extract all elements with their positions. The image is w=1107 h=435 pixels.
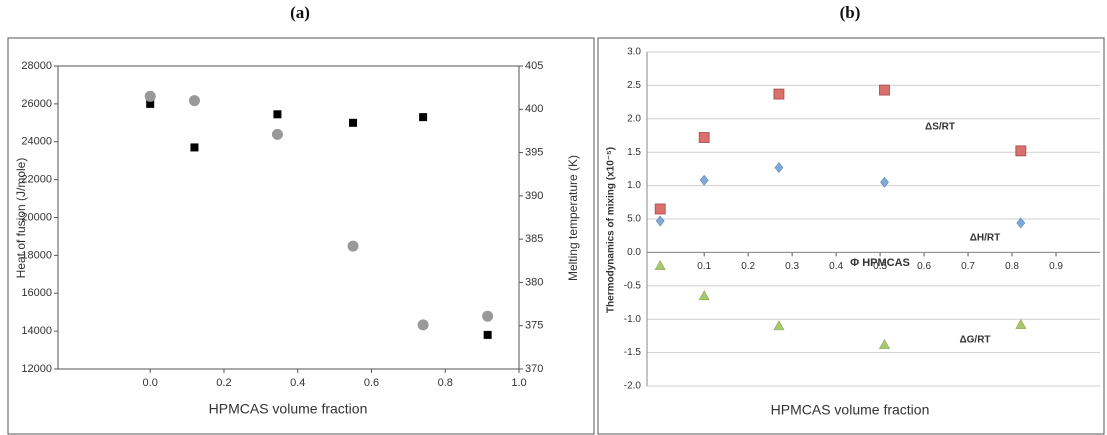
plot-frame [57, 65, 520, 370]
y-tick-label: 18000 [21, 249, 52, 261]
y-tick-label: 5.0 [627, 214, 641, 225]
marker [419, 113, 428, 122]
x-tick-label: 0.9 [1049, 261, 1063, 272]
x-tick-label: 0.6 [364, 377, 379, 389]
x-axis-label: HPMCAS volume fraction [771, 402, 930, 418]
series-label: ΔG/RT [959, 335, 990, 346]
x-tick-label: 0.8 [438, 377, 453, 389]
x-tick-label: 0.5 [873, 261, 887, 272]
panel-frame [597, 37, 1105, 435]
marker [188, 95, 200, 107]
y-axis-label: Thermodynamics of mixing (x10⁻⁵) [606, 147, 617, 313]
marker [773, 88, 785, 100]
series-label: ΔH/RT [970, 233, 1001, 244]
panel-title: (a) [290, 3, 310, 22]
y-tick-label: 28000 [21, 60, 52, 72]
marker [654, 203, 666, 215]
marker [654, 260, 666, 271]
marker [699, 174, 709, 186]
marker [271, 128, 283, 140]
marker [349, 118, 358, 127]
panel-frame [7, 37, 595, 435]
x-tick-label: 0.4 [829, 261, 843, 272]
y2-tick-label: 400 [525, 103, 543, 115]
y-tick-label: 16000 [21, 287, 52, 299]
x-tick-label: 0.1 [697, 261, 711, 272]
marker [880, 176, 889, 188]
y-tick-label: -0.5 [624, 280, 642, 291]
y-tick-label: -1.0 [624, 314, 642, 325]
marker [878, 338, 891, 349]
x-tick-label: 1.0 [511, 377, 526, 389]
x-tick-label: 0.2 [216, 377, 231, 389]
y-tick-label: 14000 [21, 325, 52, 337]
y2-tick-label: 385 [525, 233, 543, 245]
x-tick-label: 0.4 [290, 377, 305, 389]
marker [1015, 145, 1027, 157]
x-tick-label: 0.2 [741, 261, 755, 272]
y2-tick-label: 375 [525, 320, 543, 332]
marker [146, 99, 155, 108]
marker [144, 90, 156, 102]
y2-tick-label: 405 [525, 60, 543, 72]
y2-axis-label: Melting temperature (K) [566, 155, 580, 281]
x-tick-label: 0.3 [785, 261, 799, 272]
y-tick-label: 2.0 [627, 113, 641, 124]
panel-title: (b) [840, 3, 861, 22]
marker [879, 84, 890, 96]
y-tick-label: 2.5 [627, 80, 641, 91]
x-tick-label: 0.7 [961, 261, 975, 272]
marker [698, 290, 710, 301]
y-tick-label: 22000 [21, 174, 52, 186]
y-axis-label: Heat of fusion (J/mole) [14, 158, 28, 279]
marker [483, 330, 492, 339]
y2-tick-label: 395 [525, 146, 543, 158]
y-tick-label: 20000 [21, 211, 52, 223]
annotation: Φ HPMCAS [850, 257, 910, 269]
marker [347, 240, 359, 252]
x-tick-label: 0.6 [917, 261, 931, 272]
y-tick-label: 3.0 [627, 47, 641, 58]
series-label: ΔS/RT [925, 122, 955, 133]
y-tick-label: -1.5 [624, 347, 642, 358]
x-axis-label: HPMCAS volume fraction [209, 401, 368, 417]
marker [773, 320, 785, 331]
x-tick-label: 0.8 [1005, 261, 1019, 272]
marker [273, 110, 282, 119]
marker [774, 162, 784, 174]
marker [698, 132, 710, 143]
marker [1016, 217, 1026, 229]
y-tick-label: -2.0 [624, 381, 642, 392]
y-tick-label: 12000 [21, 363, 52, 375]
x-tick-label: 0.0 [143, 377, 158, 389]
y2-tick-label: 370 [525, 363, 543, 375]
y-tick-label: 1.5 [627, 147, 641, 158]
marker [190, 143, 199, 152]
y-tick-label: 0.0 [627, 247, 641, 258]
y-tick-label: 1.0 [627, 180, 641, 191]
y2-tick-label: 380 [525, 276, 543, 288]
marker [417, 319, 429, 331]
y-tick-label: 24000 [21, 136, 52, 148]
marker [655, 215, 665, 227]
y-tick-label: 26000 [21, 98, 52, 110]
marker [482, 310, 494, 322]
y2-tick-label: 390 [525, 190, 543, 202]
marker [1015, 318, 1027, 329]
